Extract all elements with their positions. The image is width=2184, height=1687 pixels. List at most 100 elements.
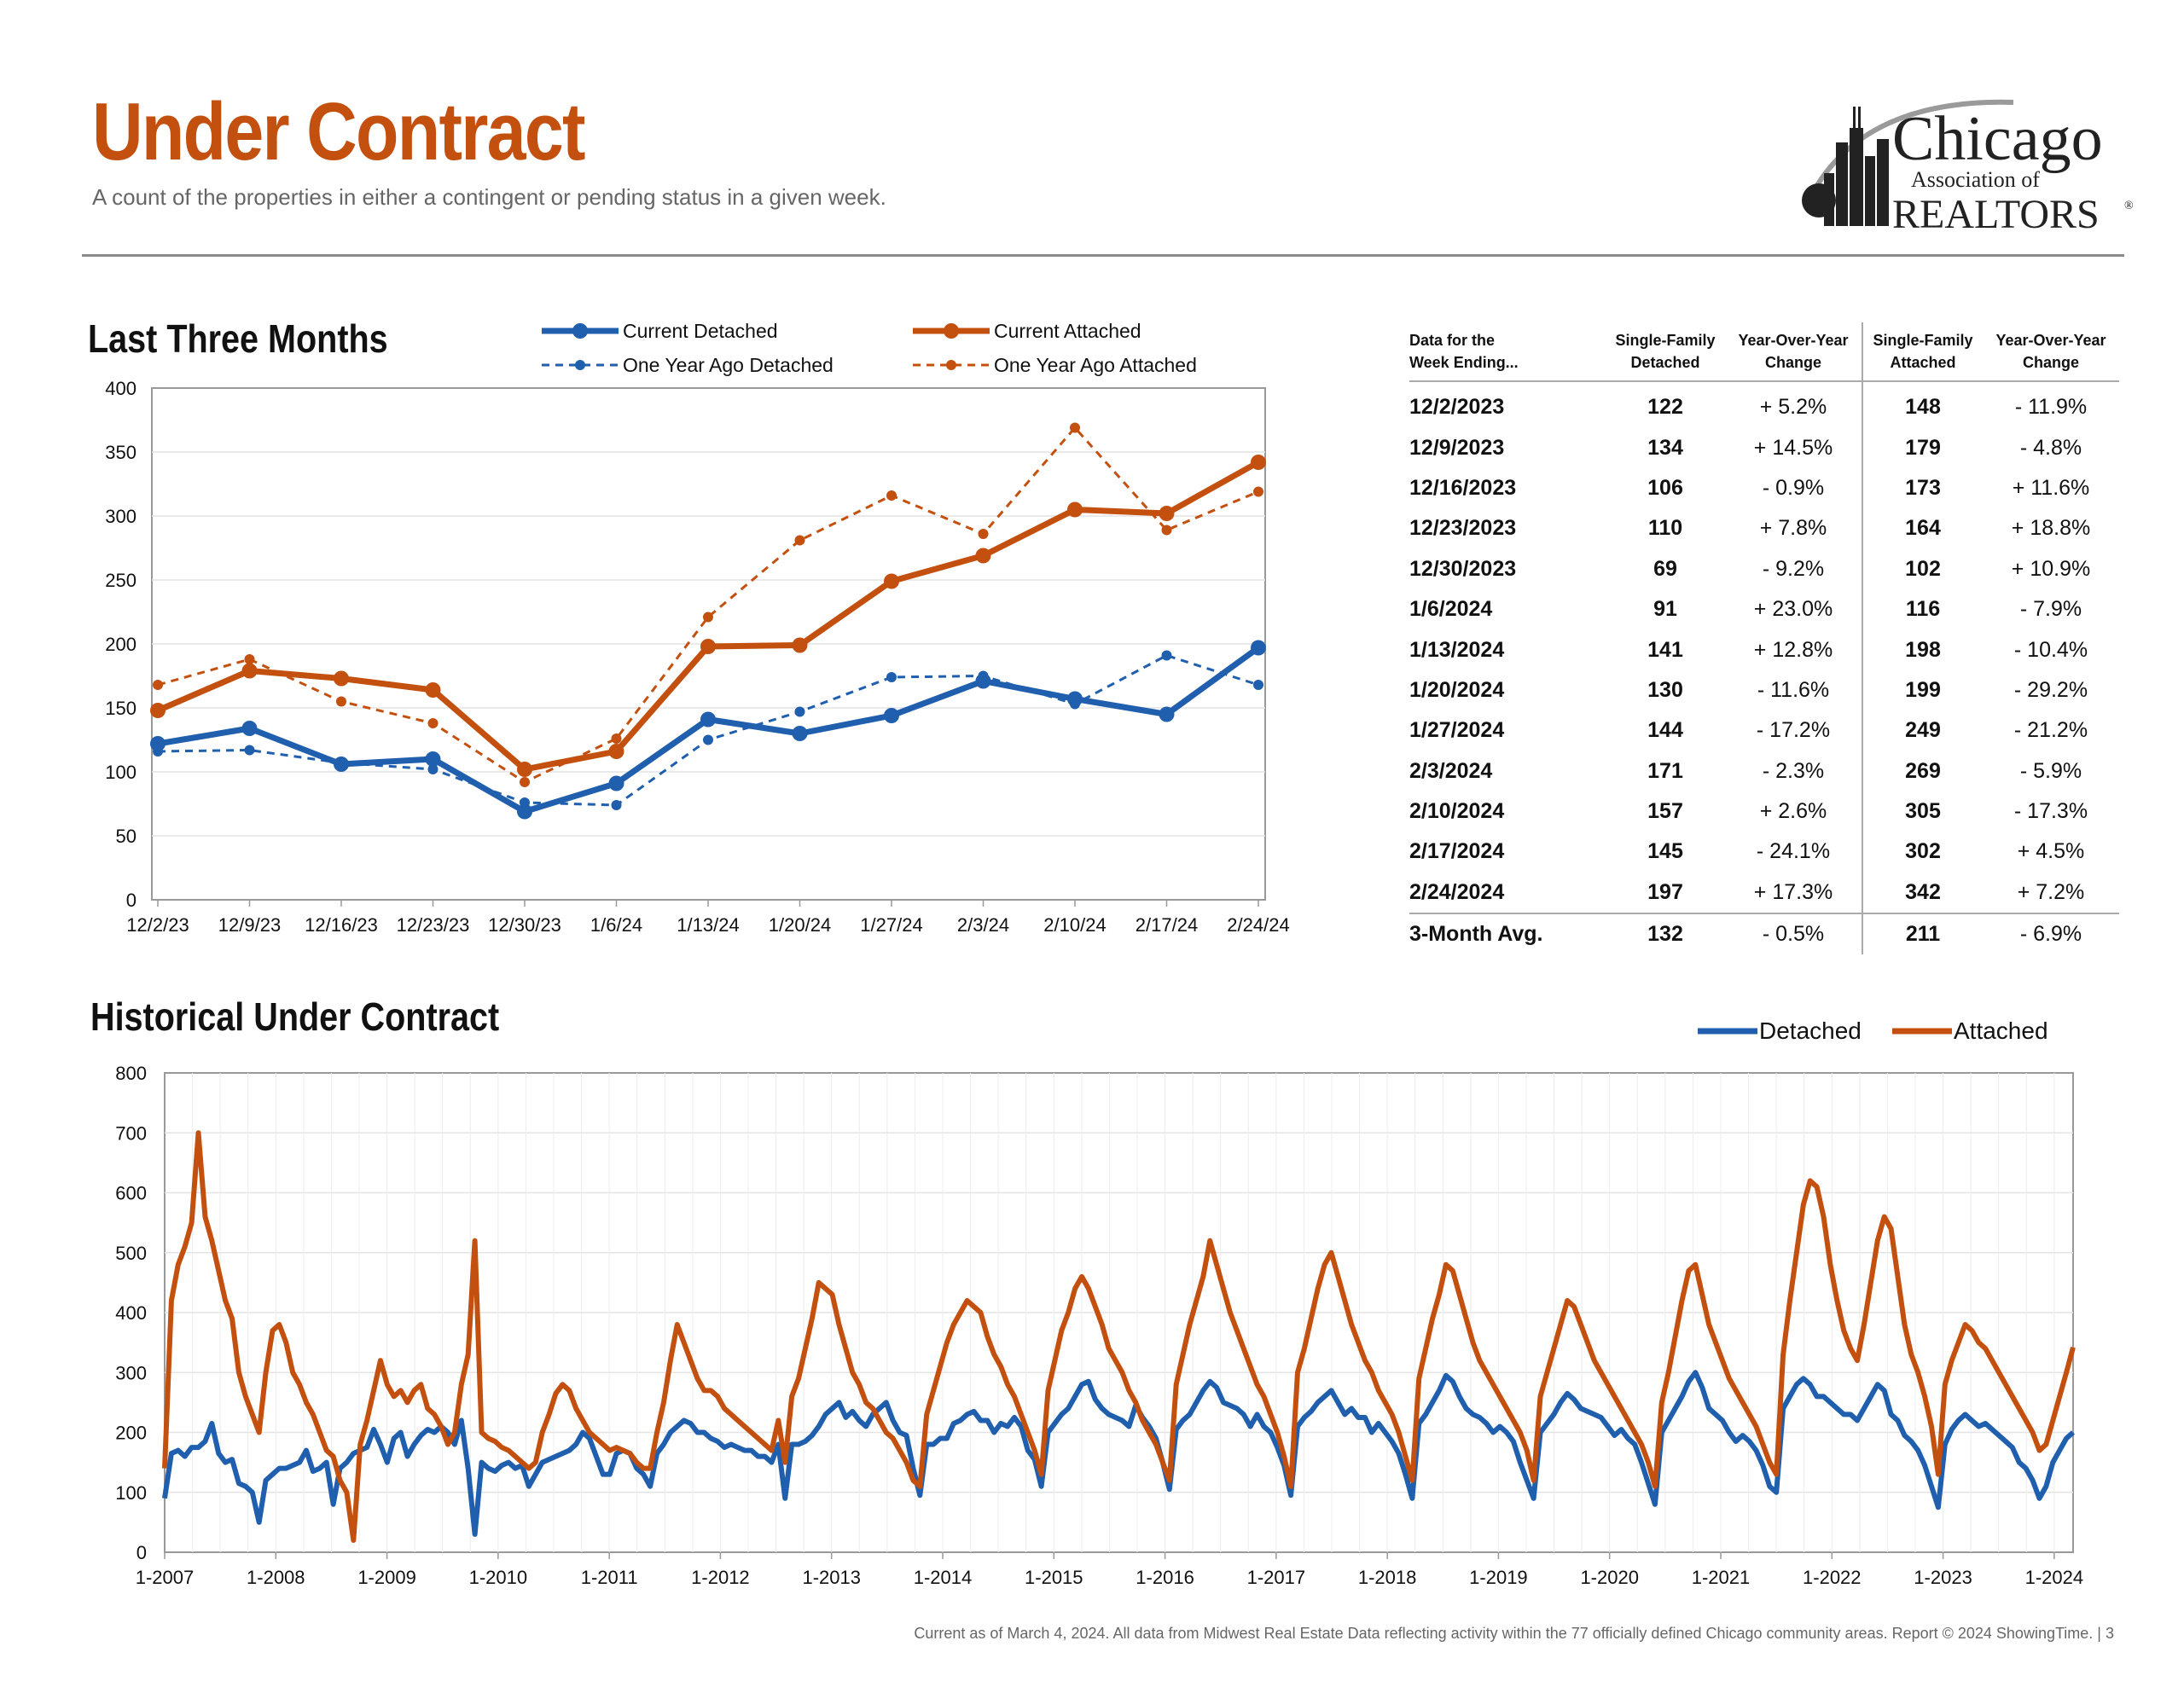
table-row: 2/17/2024 145 - 24.1% 302 + 4.5% xyxy=(1409,832,2119,872)
table-cell: 305 xyxy=(1862,791,1983,832)
series-line xyxy=(157,645,1261,815)
table-cell: 144 xyxy=(1647,718,1683,743)
series-line xyxy=(157,426,1259,784)
table-cell: + 17.3% xyxy=(1753,879,1833,904)
data-point xyxy=(244,654,255,664)
table-cell: - 11.9% xyxy=(2014,395,2088,420)
x-tick-label: 1-2011 xyxy=(581,1567,638,1588)
table-row: 1/27/2024 144 - 17.2% 249 - 21.2% xyxy=(1409,710,2119,751)
data-point xyxy=(978,529,989,539)
table-cell: 2/17/2024 xyxy=(1409,839,1505,864)
data-point xyxy=(884,573,899,589)
page-title: Under Contract xyxy=(92,86,586,177)
table-cell: 302 xyxy=(1862,832,1983,872)
x-tick-label: 1-2023 xyxy=(1914,1567,1972,1588)
table-cell: - 10.4% xyxy=(2013,637,2088,662)
legend-label: One Year Ago Attached xyxy=(994,354,1197,376)
data-point xyxy=(427,718,439,728)
data-point xyxy=(608,775,624,791)
table-average-row: 3-Month Avg. 132- 0.5% 211- 6.9% xyxy=(1409,913,2119,955)
logo-text-realtors: REALTORS xyxy=(1892,192,2100,237)
y-tick-label: 400 xyxy=(105,378,136,399)
table-cell: 12/9/2023 xyxy=(1409,435,1505,460)
chicago-realtors-logo: Chicago Association of REALTORS ® xyxy=(1802,99,2133,237)
table-cell: 69 xyxy=(1653,556,1677,581)
table-cell: 198 xyxy=(1862,629,1983,670)
table-cell: 106 xyxy=(1647,475,1683,500)
table-cell: 199 xyxy=(1862,670,1983,711)
x-tick-label: 1/27/24 xyxy=(860,914,922,936)
y-tick-label: 200 xyxy=(105,634,136,655)
table-row: 1/6/2024 91 + 23.0% 116 - 7.9% xyxy=(1409,588,2119,630)
data-point xyxy=(153,680,163,690)
data-point xyxy=(425,682,441,698)
x-tick-label: 2/10/24 xyxy=(1043,914,1106,936)
table-cell: + 10.9% xyxy=(2011,556,2091,581)
table-cell: 2/24/2024 xyxy=(1409,879,1505,904)
table-header-row: Data for the Week Ending... Single-Family… xyxy=(1409,322,2119,382)
data-point xyxy=(975,548,991,564)
data-point xyxy=(517,762,532,777)
legend-marker xyxy=(944,323,959,339)
data-point xyxy=(334,670,349,687)
table-cell: + 23.0% xyxy=(1753,597,1833,622)
historical-chart: 0 100 200 300 400 500 600 700 800 1-2007 1-2008 1-2… xyxy=(115,1017,2083,1588)
data-point xyxy=(794,535,805,546)
table-cell: 1/27/2024 xyxy=(1409,718,1505,743)
table-cell: 141 xyxy=(1647,637,1683,662)
logo-text-association: Association of xyxy=(1911,167,2040,192)
table-cell: 145 xyxy=(1647,839,1683,864)
y-tick-label: 350 xyxy=(105,442,136,463)
y-tick-label: 100 xyxy=(105,762,136,783)
x-tick-label: 1-2020 xyxy=(1580,1567,1639,1588)
table-cell: 12/2/2023 xyxy=(1409,395,1505,420)
y-tick-label: 50 xyxy=(116,826,136,847)
y-tick-label: 250 xyxy=(105,570,136,591)
y-tick-label: 150 xyxy=(105,698,136,719)
data-point xyxy=(336,696,346,707)
table-cell: 130 xyxy=(1647,677,1683,702)
table-cell: - 4.8% xyxy=(2019,435,2082,460)
data-point xyxy=(703,612,713,623)
data-point xyxy=(886,672,897,682)
table-cell: 179 xyxy=(1862,427,1983,468)
y-tick-label: 400 xyxy=(115,1302,147,1324)
y-tick-label: 0 xyxy=(136,1542,147,1563)
data-point xyxy=(241,721,258,736)
table-cell: 164 xyxy=(1862,508,1983,549)
table-cell: 12/16/2023 xyxy=(1409,475,1517,500)
table-cell: 3-Month Avg. xyxy=(1409,913,1606,955)
x-tick-label: 1-2014 xyxy=(914,1567,973,1588)
data-point xyxy=(703,734,713,745)
header-divider xyxy=(82,254,2124,257)
x-tick-label: 2/24/24 xyxy=(1227,914,1289,936)
x-tick-label: 12/9/23 xyxy=(218,914,281,936)
data-point xyxy=(1251,640,1266,656)
table-cell: 2/3/2024 xyxy=(1409,758,1493,783)
data-point xyxy=(150,736,166,751)
table-row: 2/3/2024 171 - 2.3% 269 - 5.9% xyxy=(1409,751,2119,791)
table-cell: - 11.6% xyxy=(1757,677,1830,702)
table-cell: + 7.8% xyxy=(1759,516,1827,541)
table-cell: 171 xyxy=(1647,758,1683,783)
column-header: Data for the Week Ending... xyxy=(1409,322,1606,382)
data-point xyxy=(884,708,899,723)
table-row: 12/23/2023 110 + 7.8% 164 + 18.8% xyxy=(1409,508,2119,549)
x-tick-label: 1-2008 xyxy=(247,1567,305,1588)
y-tick-label: 300 xyxy=(105,506,136,527)
x-tick-label: 12/23/23 xyxy=(397,914,470,936)
data-point xyxy=(520,777,530,787)
x-tick-label: 1-2015 xyxy=(1025,1567,1083,1588)
table-cell: + 11.6% xyxy=(2012,475,2090,500)
x-tick-label: 1-2021 xyxy=(1692,1567,1751,1588)
table-cell: 134 xyxy=(1647,435,1683,460)
column-header: Single-Family Attached xyxy=(1862,322,1983,382)
data-point xyxy=(1161,525,1172,536)
legend-label: Current Attached xyxy=(994,320,1141,342)
x-tick-label: 1-2013 xyxy=(802,1567,861,1588)
table-cell: 12/30/2023 xyxy=(1409,556,1517,581)
x-tick-label: 12/30/23 xyxy=(488,914,561,936)
table-cell: - 29.2% xyxy=(2013,677,2088,702)
table-cell: 249 xyxy=(1862,710,1983,751)
column-header: Year-Over-Year Change xyxy=(1983,322,2119,382)
